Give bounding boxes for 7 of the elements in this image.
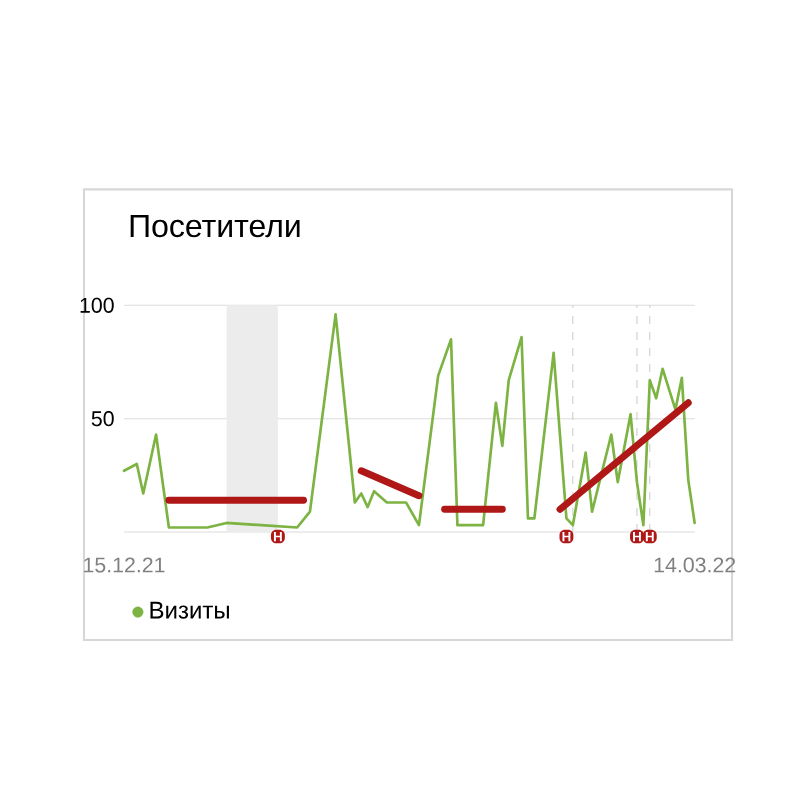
x-tick-label: 14.03.22 bbox=[654, 557, 736, 573]
legend-label: Визиты bbox=[150, 601, 229, 619]
chart-title: Посетители bbox=[130, 214, 300, 238]
line-series bbox=[122, 313, 697, 529]
y-tick-label: 100 bbox=[80, 297, 114, 313]
y-tick-label: 50 bbox=[91, 411, 114, 427]
x-tick-label: 15.12.21 bbox=[84, 557, 165, 573]
